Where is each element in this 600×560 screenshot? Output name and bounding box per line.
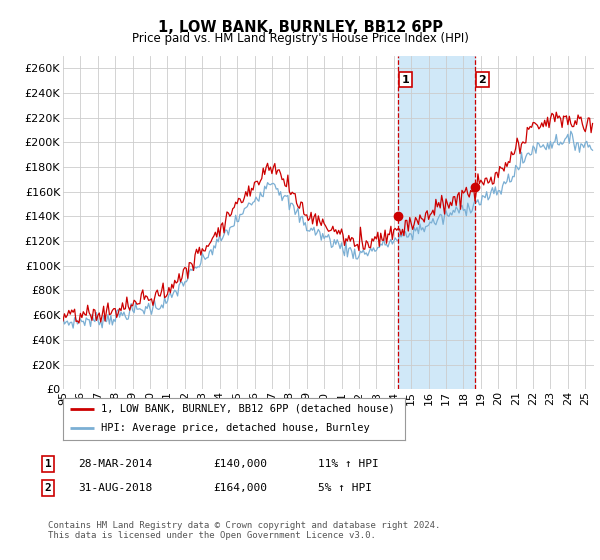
Text: 11% ↑ HPI: 11% ↑ HPI	[318, 459, 379, 469]
Text: 1, LOW BANK, BURNLEY, BB12 6PP (detached house): 1, LOW BANK, BURNLEY, BB12 6PP (detached…	[101, 404, 394, 414]
Text: HPI: Average price, detached house, Burnley: HPI: Average price, detached house, Burn…	[101, 423, 370, 433]
Bar	[398, 56, 475, 389]
Text: 2: 2	[44, 483, 52, 493]
Text: Price paid vs. HM Land Registry's House Price Index (HPI): Price paid vs. HM Land Registry's House …	[131, 32, 469, 45]
Text: Contains HM Land Registry data © Crown copyright and database right 2024.
This d: Contains HM Land Registry data © Crown c…	[48, 521, 440, 540]
Text: 1: 1	[44, 459, 52, 469]
Text: 31-AUG-2018: 31-AUG-2018	[78, 483, 152, 493]
Text: 1, LOW BANK, BURNLEY, BB12 6PP: 1, LOW BANK, BURNLEY, BB12 6PP	[157, 20, 443, 35]
Text: 1: 1	[401, 74, 409, 85]
Text: 5% ↑ HPI: 5% ↑ HPI	[318, 483, 372, 493]
Text: £164,000: £164,000	[213, 483, 267, 493]
Text: 28-MAR-2014: 28-MAR-2014	[78, 459, 152, 469]
Text: 2: 2	[479, 74, 487, 85]
Text: £140,000: £140,000	[213, 459, 267, 469]
